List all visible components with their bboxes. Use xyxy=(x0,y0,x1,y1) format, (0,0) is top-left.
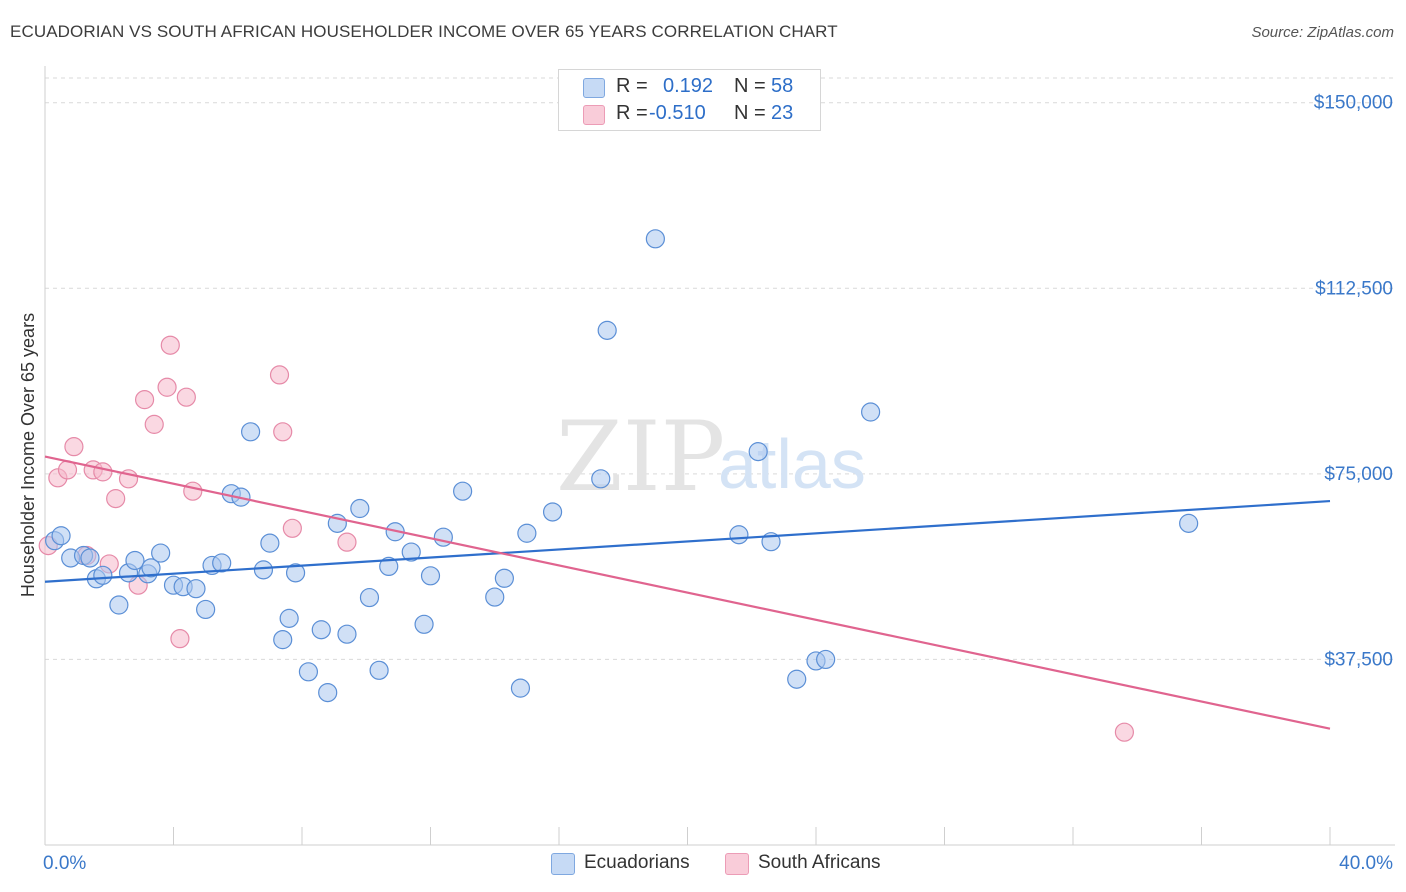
ecuadorian-point xyxy=(125,550,145,571)
ecuadorian-point xyxy=(51,526,71,546)
south-african-point xyxy=(157,377,177,397)
ecuadorian-point xyxy=(186,579,206,599)
ecuadorian-point xyxy=(337,624,357,644)
y-axis-title: Householder Income Over 65 years xyxy=(18,313,38,597)
ecuadorian-point xyxy=(369,660,389,680)
legend-swatch-ecuadorians xyxy=(583,78,605,98)
legend-n-value: 23 xyxy=(771,102,794,124)
south-african-point xyxy=(64,437,84,457)
ecuadorian-point xyxy=(212,553,232,573)
points-layer xyxy=(38,229,1199,742)
legend-swatch-south-africans xyxy=(725,853,749,875)
series-legend: Ecuadorians South Africans xyxy=(0,852,1406,876)
ecuadorian-point xyxy=(729,525,749,545)
ecuadorian-point xyxy=(273,630,293,650)
x-tick-label: 40.0% xyxy=(1339,853,1393,874)
legend-r-value: 0.192 xyxy=(663,75,714,97)
ecuadorian-point xyxy=(433,527,453,547)
ecuadorian-point xyxy=(350,498,370,519)
watermark-zip: ZIP xyxy=(556,401,725,513)
ecuadorian-point xyxy=(453,481,473,501)
legend-swatch-south-africans xyxy=(583,105,605,125)
legend-n-label: N = xyxy=(734,102,766,124)
trend-layer xyxy=(44,455,1331,730)
ecuadorian-point xyxy=(285,563,306,583)
chart-title: ECUADORIAN VS SOUTH AFRICAN HOUSEHOLDER … xyxy=(10,22,838,41)
ecuadorian-point xyxy=(816,649,836,670)
legend-r-label: R = xyxy=(616,102,648,124)
south-african-point xyxy=(183,481,203,501)
ecuadorian-point xyxy=(401,542,421,562)
ecuadorian-point xyxy=(141,558,161,578)
south-african-point xyxy=(106,489,126,509)
source-label: Source: ZipAtlas.com xyxy=(1251,24,1394,41)
ecuadorian-point xyxy=(151,543,171,563)
south-african-point xyxy=(144,414,164,434)
ecuadorian-point xyxy=(420,566,441,586)
south-african-point xyxy=(337,532,357,552)
watermark: ZIP atlas xyxy=(556,401,866,513)
ecuadorians-trend-line xyxy=(44,499,1331,583)
y-tick-label: $37,500 xyxy=(1324,649,1393,670)
ecuadorian-point xyxy=(359,587,380,608)
south-african-point xyxy=(170,629,190,649)
ecuadorian-point xyxy=(260,533,280,553)
ecuadorian-point xyxy=(80,548,100,568)
ecuadorian-point xyxy=(517,523,537,543)
ecuadorian-point xyxy=(861,402,881,422)
ecuadorian-point xyxy=(379,556,399,577)
ecuadorian-point xyxy=(253,560,274,580)
grid-layer xyxy=(45,77,1395,660)
legend-n-label: N = xyxy=(734,75,766,97)
ecuadorian-point xyxy=(645,229,665,249)
x-tick-label: 0.0% xyxy=(43,853,86,874)
ecuadorian-point xyxy=(109,595,129,615)
ecuadorian-point xyxy=(311,620,331,640)
ecuadorian-point xyxy=(279,608,299,628)
south-african-point xyxy=(1114,722,1135,742)
legend-r-value: -0.510 xyxy=(649,102,706,124)
south-african-point xyxy=(269,365,290,385)
south-african-point xyxy=(134,390,155,410)
south-africans-trend-line xyxy=(44,455,1331,730)
legend-row-south-africans: R = -0.510 N = 23 xyxy=(559,101,820,127)
ecuadorian-point xyxy=(318,682,338,703)
ecuadorian-point xyxy=(591,469,611,489)
south-african-point xyxy=(160,335,180,355)
legend-r-label: R = xyxy=(616,75,648,97)
ecuadorian-point xyxy=(748,442,768,462)
ecuadorian-point xyxy=(414,614,434,634)
legend-swatch-ecuadorians xyxy=(551,853,575,875)
axis-layer: $37,500 $75,000 $112,500 $150,000 0.0% 40.0% xyxy=(43,66,1395,874)
ecuadorian-point xyxy=(787,669,807,689)
y-tick-label: $75,000 xyxy=(1324,464,1393,485)
legend-n-value: 58 xyxy=(771,75,794,97)
ecuadorian-point xyxy=(597,320,617,340)
ecuadorian-point xyxy=(510,678,531,698)
ecuadorian-point xyxy=(298,662,319,682)
south-african-point xyxy=(176,387,196,407)
legend-label-ecuadorians: Ecuadorians xyxy=(584,852,690,873)
legend-label-south-africans: South Africans xyxy=(758,852,881,873)
ecuadorian-point xyxy=(93,565,113,585)
ecuadorian-point xyxy=(241,422,261,442)
south-african-point xyxy=(93,462,113,482)
correlation-legend: R = 0.192 N = 58 R = -0.510 N = 23 xyxy=(558,69,821,131)
legend-row-ecuadorians: R = 0.192 N = 58 xyxy=(559,74,820,100)
south-african-point xyxy=(273,422,293,442)
ecuadorian-point xyxy=(542,502,563,522)
y-tick-label: $150,000 xyxy=(1314,93,1393,114)
watermark-atlas: atlas xyxy=(718,425,866,503)
ecuadorian-point xyxy=(485,587,505,607)
ecuadorian-point xyxy=(494,568,514,588)
ecuadorian-point xyxy=(196,599,216,620)
y-tick-label: $112,500 xyxy=(1315,278,1393,299)
ecuadorian-point xyxy=(1179,513,1199,533)
south-african-point xyxy=(282,518,302,538)
